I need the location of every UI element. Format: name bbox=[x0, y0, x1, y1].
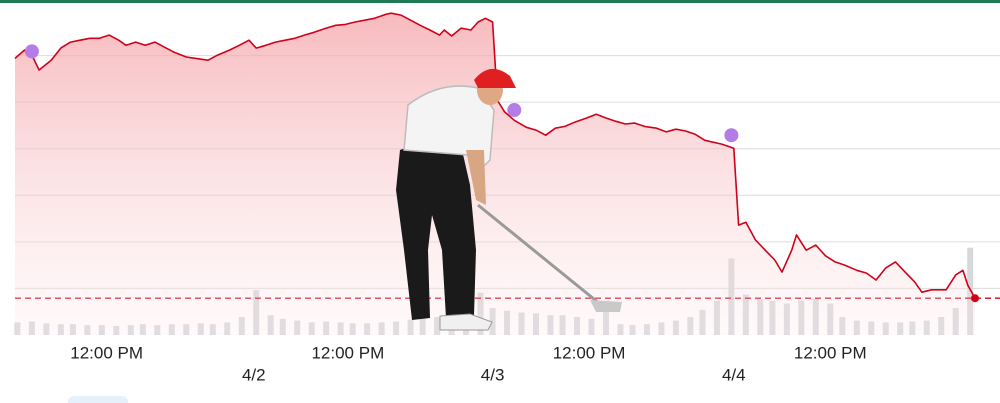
golfer-image bbox=[396, 68, 622, 331]
pants bbox=[396, 146, 476, 320]
x-tick-label: 12:00 PM bbox=[553, 343, 626, 362]
date-tick-label: 4/3 bbox=[481, 365, 505, 384]
event-marker bbox=[507, 103, 522, 118]
event-marker bbox=[24, 44, 39, 59]
golf-club bbox=[477, 203, 606, 310]
plot bbox=[14, 12, 1000, 335]
last-price-dot bbox=[971, 294, 979, 303]
price-line bbox=[14, 12, 976, 299]
x-axis: 12:00 PM 12:00 PM 12:00 PM 12:00 PM 4/2 4/3 4/… bbox=[70, 343, 866, 384]
club-head bbox=[590, 300, 622, 312]
price-area bbox=[15, 13, 975, 335]
cap bbox=[474, 68, 516, 88]
header-border bbox=[0, 0, 1000, 3]
x-tick-label: 12:00 PM bbox=[311, 343, 384, 362]
shoes bbox=[439, 313, 493, 331]
event-marker bbox=[724, 128, 739, 143]
x-tick-label: 12:00 PM bbox=[70, 343, 143, 362]
button-hint bbox=[68, 396, 128, 403]
x-tick-label: 12:00 PM bbox=[794, 343, 867, 362]
arms bbox=[466, 150, 486, 205]
date-tick-label: 4/2 bbox=[242, 365, 266, 384]
date-tick-label: 4/4 bbox=[722, 365, 746, 384]
